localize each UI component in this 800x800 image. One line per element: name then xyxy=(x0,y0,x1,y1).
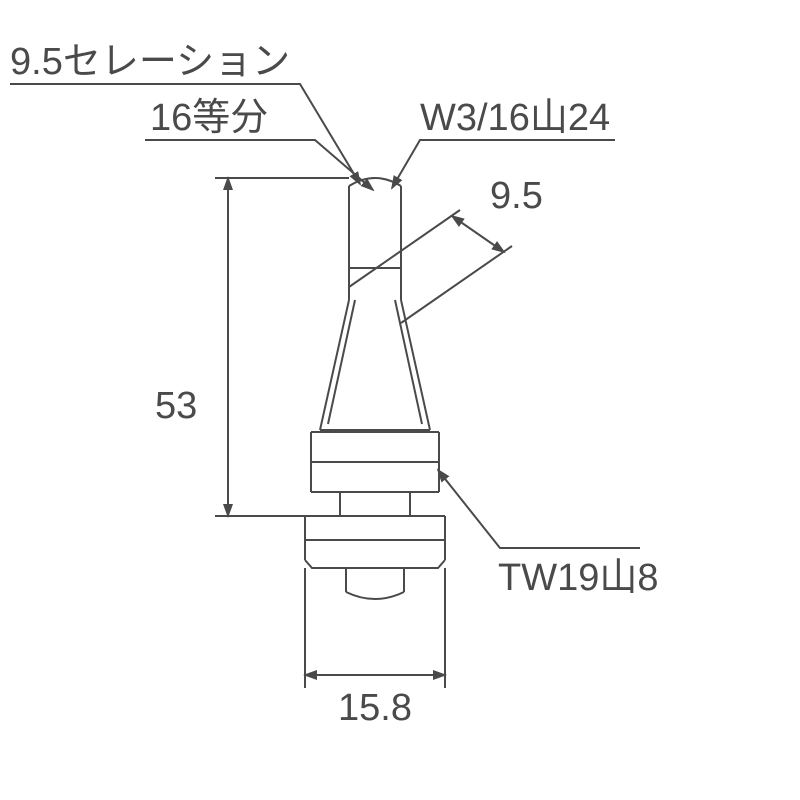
part-outline xyxy=(305,178,445,599)
dim-stem-dia xyxy=(452,216,504,252)
label-stem-dia: 9.5 xyxy=(490,175,543,217)
label-thread-top: W3/16山24 xyxy=(420,97,610,139)
label-divisions: 16等分 xyxy=(150,97,268,139)
leader-thread-bottom xyxy=(438,470,640,548)
label-thread-bottom: TW19山8 xyxy=(498,557,658,599)
dim-base-width xyxy=(305,568,445,688)
label-base-width: 15.8 xyxy=(338,687,412,729)
label-serration: 9.5セレーション xyxy=(10,41,290,83)
dim-height xyxy=(215,178,349,516)
technical-drawing: 9.5セレーション 16等分 W3/16山24 9.5 53 TW19山8 15… xyxy=(0,0,800,800)
label-height: 53 xyxy=(155,385,197,427)
